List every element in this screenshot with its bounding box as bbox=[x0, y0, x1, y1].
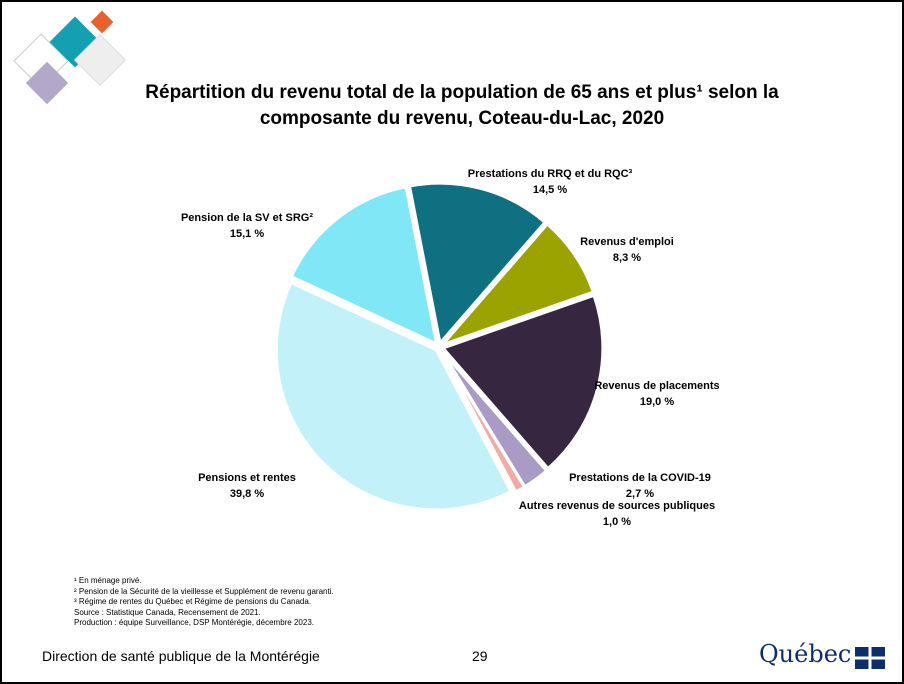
value-label: 15,1 % bbox=[230, 228, 264, 240]
quebec-flag bbox=[855, 647, 885, 669]
slice-label: Pensions et rentes bbox=[198, 472, 296, 484]
value-label: 39,8 % bbox=[230, 488, 264, 500]
footnote: Production : équipe Surveillance, DSP Mo… bbox=[74, 618, 334, 629]
footer: Direction de santé publique de la Montér… bbox=[42, 648, 320, 664]
slice-label: Autres revenus de sources publiques bbox=[519, 500, 715, 512]
footnote: ³ Régime de rentes du Québec et Régime d… bbox=[74, 597, 334, 608]
value-label: 19,0 % bbox=[640, 396, 674, 408]
value-label: 8,3 % bbox=[613, 252, 641, 264]
value-label: 14,5 % bbox=[533, 184, 567, 196]
page-number: 29 bbox=[472, 648, 488, 664]
logo: Québec bbox=[759, 640, 851, 668]
slice-label: Pension de la SV et SRG² bbox=[181, 212, 313, 224]
value-label: 1,0 % bbox=[603, 516, 631, 528]
slice-label: Prestations de la COVID-19 bbox=[569, 472, 711, 484]
footnote: ¹ En ménage privé. bbox=[74, 576, 334, 587]
footnote: ² Pension de la Sécurité de la vieilless… bbox=[74, 587, 334, 598]
slice-label: Revenus de placements bbox=[594, 380, 719, 392]
slice-label: Revenus d'emploi bbox=[580, 236, 674, 248]
value-label: 2,7 % bbox=[626, 488, 654, 500]
footnote: Source : Statistique Canada, Recensement… bbox=[74, 608, 334, 619]
slide: Prestations du RRQ et du RQC³ 14,5 % Reven… bbox=[0, 0, 904, 684]
decoration bbox=[14, 11, 125, 105]
slice-label: Prestations du RRQ et du RQC³ bbox=[468, 168, 633, 180]
chart-title: Répartition du revenu total de la popula… bbox=[142, 80, 782, 132]
footnotes: ¹ En ménage privé.² Pension de la Sécuri… bbox=[74, 576, 334, 629]
